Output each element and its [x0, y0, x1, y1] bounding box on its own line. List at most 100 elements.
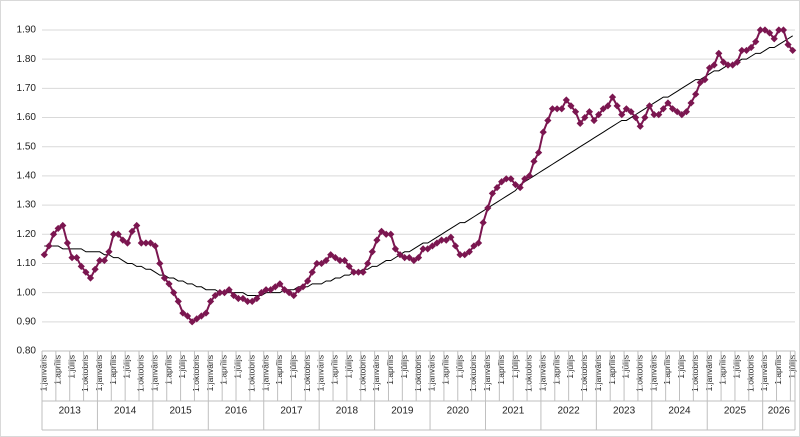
x-tick-label: 1.aprīlis [551, 355, 561, 385]
data-point [770, 35, 778, 43]
x-tick-label: 1.jūlijs [510, 355, 520, 379]
data-point [498, 178, 506, 186]
x-tick-label: 1.aprīlis [219, 355, 229, 385]
x-tick-label: 1.jūlijs [399, 355, 409, 379]
x-tick-label: 1.jūlijs [66, 355, 76, 379]
data-point [253, 294, 261, 303]
data-point [668, 105, 677, 113]
data-point [548, 105, 557, 113]
data-point [641, 113, 649, 122]
data-point [45, 242, 53, 250]
data-point [507, 175, 515, 183]
data-point [91, 265, 99, 273]
data-point [49, 230, 58, 238]
data-point [622, 105, 630, 113]
y-tick-label: 1.90 [17, 25, 37, 36]
data-point [613, 102, 621, 110]
data-point [789, 46, 797, 55]
x-tick-label: 1.jūlijs [565, 355, 575, 379]
data-point [368, 248, 376, 256]
data-point [410, 256, 418, 265]
data-point [405, 254, 413, 262]
x-tick-label: 1.aprīlis [773, 355, 783, 385]
data-point [230, 291, 238, 300]
data-point [165, 280, 173, 288]
data-point [636, 122, 644, 130]
data-point [419, 245, 427, 253]
data-point [484, 204, 492, 212]
x-tick-label: 1.oktobris [468, 355, 478, 392]
data-point [63, 239, 72, 247]
trend-line [44, 35, 793, 297]
data-point [290, 291, 298, 300]
data-point [73, 254, 81, 262]
data-point [211, 291, 219, 300]
data-point [715, 49, 723, 57]
data-point [627, 108, 635, 116]
data-point [521, 175, 529, 183]
x-tick-label: 1.jūlijs [621, 355, 631, 379]
data-point [340, 256, 349, 265]
data-point [692, 90, 700, 98]
data-point [156, 259, 164, 268]
data-point [474, 239, 483, 247]
x-tick-label: 1.jūlijs [732, 355, 742, 379]
data-point [202, 309, 210, 317]
x-tick-label: 1.janvāris [537, 355, 547, 391]
x-tick-label: 1.aprīlis [496, 355, 506, 385]
x-tick-label: 1.janvāris [316, 355, 326, 391]
data-point [604, 102, 612, 110]
data-point [678, 111, 686, 119]
x-tick-label: 1.jūlijs [122, 355, 132, 379]
data-point [308, 268, 316, 276]
data-point [562, 96, 570, 104]
data-point [608, 93, 617, 101]
data-point [216, 289, 224, 297]
data-point [188, 318, 196, 326]
data-point [687, 99, 695, 107]
data-point [373, 236, 381, 244]
x-tick-label: 1.janvāris [149, 355, 159, 391]
x-tick-label: 1.aprīlis [330, 355, 340, 385]
x-tick-label: 1.janvāris [205, 355, 215, 391]
data-point [719, 58, 727, 66]
data-point [160, 274, 169, 282]
data-point [105, 248, 113, 256]
data-point [193, 315, 201, 323]
data-point [733, 58, 741, 66]
data-point [655, 111, 663, 119]
x-tick-label: 1.aprīlis [163, 355, 173, 385]
x-tick-label: 1.janvāris [482, 355, 492, 391]
data-point [96, 256, 104, 265]
data-point [502, 175, 510, 183]
data-point [461, 251, 469, 259]
data-point [775, 26, 783, 34]
data-point [493, 183, 501, 192]
x-tick-label: 1.oktobris [246, 355, 256, 392]
y-tick-label: 1.00 [17, 287, 37, 298]
data-point [752, 38, 760, 46]
x-tick-label: 1.janvāris [648, 355, 658, 391]
data-point [442, 236, 450, 244]
data-point [354, 268, 363, 276]
data-point [327, 251, 335, 259]
x-tick-label: 1.jūlijs [177, 355, 187, 379]
data-point [197, 312, 205, 320]
data-point [313, 259, 321, 268]
x-tick-label: 1.oktobris [524, 355, 534, 392]
data-point [170, 289, 178, 297]
year-label: 2019 [391, 406, 414, 417]
data-point [331, 254, 339, 262]
x-tick-label: 1.janvāris [759, 355, 769, 391]
data-point [336, 256, 344, 265]
y-tick-label: 1.80 [17, 54, 37, 65]
year-label: 2018 [336, 406, 359, 417]
x-tick-label: 1.jūlijs [454, 355, 464, 379]
data-point [174, 297, 182, 305]
data-point [396, 251, 404, 259]
data-point [294, 286, 302, 294]
data-point [451, 242, 460, 250]
data-point [539, 128, 547, 136]
year-label: 2021 [502, 406, 525, 417]
